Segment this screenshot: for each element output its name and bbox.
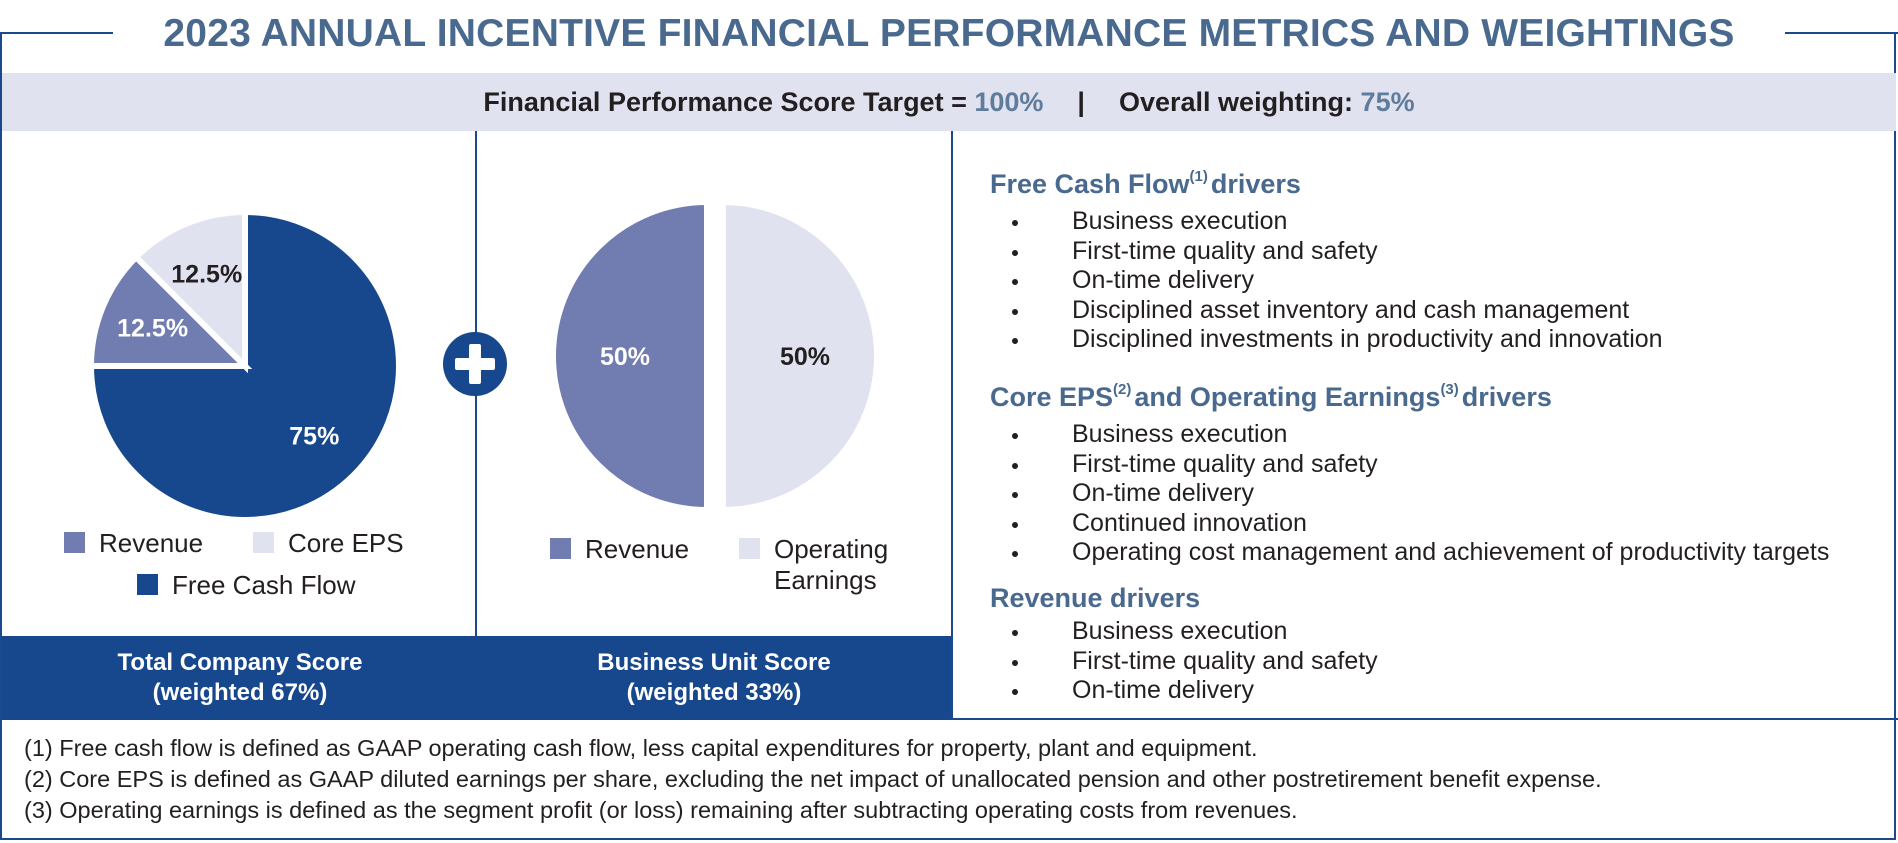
weighting-value: 75%: [1360, 86, 1415, 117]
title-rule-right: [1781, 32, 1898, 34]
list-item: First-time quality and safety: [990, 450, 1870, 480]
eps-heading-sup-a: (2): [1113, 381, 1132, 398]
legend-label-fcf: Free Cash Flow: [172, 570, 356, 600]
legend-label-core-eps: Core EPS: [288, 528, 404, 558]
legend-item-revenue: Revenue: [64, 528, 203, 559]
page-title: 2023 ANNUAL INCENTIVE FINANCIAL PERFORMA…: [0, 12, 1898, 56]
footnote-3: (3) Operating earnings is defined as the…: [24, 797, 1298, 823]
list-item: Business execution: [990, 207, 1870, 237]
band-separator: |: [1077, 86, 1085, 117]
list-item: Business execution: [990, 617, 1870, 647]
list-item: Operating cost management and achievemen…: [990, 538, 1870, 568]
list-item: Continued innovation: [990, 509, 1870, 539]
footnote-2: (2) Core EPS is defined as GAAP diluted …: [24, 766, 1602, 792]
fcf-drivers-heading: Free Cash Flow(1) drivers: [990, 160, 1870, 201]
legend-label-op-line1: Operating: [774, 534, 889, 564]
divider-pies-drivers: [951, 131, 953, 719]
list-item: Business execution: [990, 420, 1870, 450]
panel-frame: [0, 32, 1896, 840]
business-unit-pie-chart: 50% 50%: [550, 198, 880, 514]
pie-slice-revenue: [550, 198, 710, 514]
list-item: Disciplined investments in productivity …: [990, 325, 1870, 355]
fcf-heading-b: drivers: [1210, 169, 1301, 199]
pie-slice-revenue: [87, 252, 253, 369]
legend-label-operating-earnings: Operating Earnings: [774, 534, 888, 596]
list-item: First-time quality and safety: [990, 237, 1870, 267]
revenue-drivers-heading: Revenue drivers: [990, 583, 1201, 613]
list-item: On-time delivery: [990, 479, 1870, 509]
weighting-label: Overall weighting:: [1118, 86, 1354, 117]
total-company-pie-chart: 75% 12.5% 12.5%: [87, 208, 402, 523]
pie-slice-core-eps: [131, 208, 248, 374]
target-label: Financial Performance Score Target =: [483, 86, 967, 117]
legend-item-core-eps: Core EPS: [253, 528, 404, 559]
bu-score-line2: (weighted 33%): [626, 679, 802, 706]
list-item: On-time delivery: [990, 266, 1870, 296]
eps-drivers-heading: Core EPS(2) and Operating Earnings(3) driv…: [990, 373, 1870, 414]
pie-label-free-cash-flow: 75%: [289, 422, 339, 450]
business-unit-score: Business Unit Score (weighted 33%): [479, 648, 949, 708]
eps-drivers-section: Core EPS(2) and Operating Earnings(3) driv…: [990, 373, 1870, 568]
list-item: Disciplined asset inventory and cash man…: [990, 296, 1870, 326]
target-band: Financial Performance Score Target = 100…: [2, 73, 1896, 131]
fcf-drivers-list: Business execution First-time quality an…: [990, 207, 1870, 355]
legend-label-op-line2: Earnings: [774, 565, 877, 595]
eps-heading-b: and Operating Earnings: [1134, 382, 1441, 412]
page-title-text: 2023 ANNUAL INCENTIVE FINANCIAL PERFORMA…: [113, 12, 1785, 55]
footnote-1: (1) Free cash flow is defined as GAAP op…: [24, 735, 1258, 761]
list-item: On-time delivery: [990, 676, 1870, 706]
pie-label-core-eps: 12.5%: [171, 261, 242, 289]
legend-item-bu-revenue: Revenue: [550, 534, 689, 565]
legend-label-bu-revenue: Revenue: [585, 534, 690, 564]
legend-swatch-operating-earnings: [739, 538, 760, 559]
pie-slice-operating-earnings: [720, 198, 880, 514]
bu-score-line1: Business Unit Score: [597, 649, 831, 676]
revenue-drivers-list: Business execution First-time quality an…: [990, 617, 1870, 706]
pie-slice-free-cash-flow: [87, 208, 402, 523]
eps-heading-sup-b: (3): [1440, 381, 1459, 398]
fcf-heading-sup: (1): [1189, 168, 1208, 185]
fcf-drivers-section: Free Cash Flow(1) drivers Business execut…: [990, 160, 1870, 355]
legend-label-revenue: Revenue: [99, 528, 204, 558]
legend-swatch-fcf: [137, 574, 158, 595]
eps-heading-a: Core EPS: [990, 382, 1114, 412]
total-score-line2: (weighted 67%): [152, 679, 328, 706]
plus-icon: [443, 332, 507, 396]
eps-heading-c: drivers: [1461, 382, 1552, 412]
legend-swatch-revenue: [64, 532, 85, 553]
pie-label-revenue: 50%: [600, 343, 650, 371]
divider-footnotes: [0, 718, 1898, 720]
pie-label-revenue: 12.5%: [117, 315, 188, 343]
total-score-line1: Total Company Score: [117, 649, 363, 676]
eps-drivers-list: Business execution First-time quality an…: [990, 420, 1870, 568]
revenue-drivers-section: Revenue drivers Business execution First…: [990, 581, 1870, 706]
fcf-heading-a: Free Cash Flow: [990, 169, 1190, 199]
footnotes: (1) Free cash flow is defined as GAAP op…: [24, 733, 1602, 826]
legend-item-operating-earnings: Operating Earnings: [739, 534, 888, 596]
score-bar: [2, 636, 951, 719]
list-item: First-time quality and safety: [990, 647, 1870, 677]
legend-item-fcf: Free Cash Flow: [137, 570, 356, 601]
target-value: 100%: [974, 86, 1044, 117]
pie-label-operating-earnings: 50%: [780, 343, 830, 371]
legend-swatch-core-eps: [253, 532, 274, 553]
legend-swatch-bu-revenue: [550, 538, 571, 559]
title-rule-left: [0, 32, 113, 34]
total-company-score: Total Company Score (weighted 67%): [5, 648, 475, 708]
